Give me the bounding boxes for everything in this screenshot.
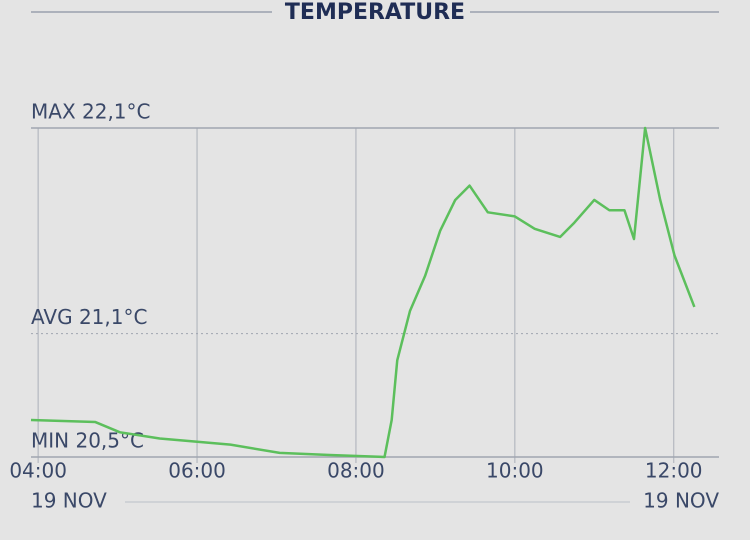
- date-label: 19 NOV: [31, 489, 107, 513]
- reference-label: MAX 22,1°C: [31, 100, 151, 124]
- x-tick-label: 12:00: [645, 459, 703, 483]
- reference-label: AVG 21,1°C: [31, 305, 147, 329]
- x-tick-label: 10:00: [486, 459, 544, 483]
- x-tick-label: 06:00: [168, 459, 226, 483]
- chart-title: TEMPERATURE: [285, 0, 465, 25]
- temperature-line: [30, 126, 696, 459]
- x-tick-label: 08:00: [327, 459, 385, 483]
- x-tick-label: 04:00: [9, 459, 67, 483]
- reference-label: MIN 20,5°C: [31, 429, 144, 453]
- date-label: 19 NOV: [643, 489, 719, 513]
